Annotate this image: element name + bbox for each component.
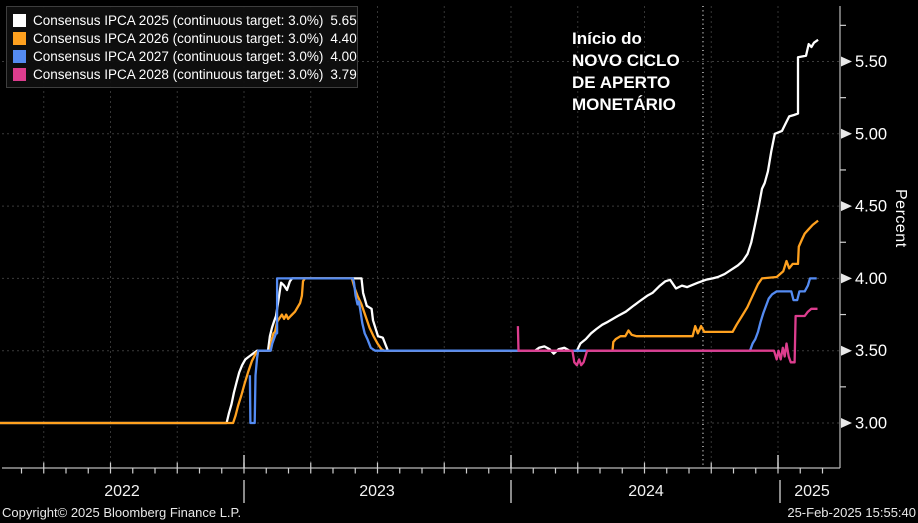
legend-label: Consensus IPCA 2026 (continuous target: …: [33, 30, 324, 46]
chart-annotation-tightening-cycle: Início do NOVO CICLO DE APERTO MONETÁRIO: [572, 29, 680, 114]
chart-timestamp: 25-Feb-2025 15:55:40: [787, 505, 916, 520]
legend-item-ipca-2025[interactable]: Consensus IPCA 2025 (continuous target: …: [13, 11, 357, 29]
legend-last-value: 5.65: [330, 12, 357, 28]
series-lines: [0, 38, 819, 425]
legend-item-ipca-2028[interactable]: Consensus IPCA 2028 (continuous target: …: [13, 65, 357, 83]
legend-label: Consensus IPCA 2027 (continuous target: …: [33, 48, 324, 64]
series-line-2026: [0, 219, 819, 425]
y-ticks: 3.00 3.50 4.00 4.50 5.00 5.50: [840, 24, 887, 433]
legend-item-ipca-2027[interactable]: Consensus IPCA 2027 (continuous target: …: [13, 47, 357, 65]
x-axis-year-2022: 2022: [104, 483, 140, 500]
legend-swatch-orange-icon: [13, 31, 26, 45]
year-separator: [243, 480, 245, 503]
y-tick-label: 3.00: [855, 415, 887, 433]
chart-legend: Consensus IPCA 2025 (continuous target: …: [6, 6, 358, 88]
y-tick-label: 3.50: [855, 342, 887, 360]
x-axis-year-2024: 2024: [628, 483, 664, 500]
y-tick-label: 4.00: [855, 270, 887, 288]
series-line-2025: [0, 38, 819, 425]
x-axis-year-2023: 2023: [359, 483, 395, 500]
legend-label: Consensus IPCA 2028 (continuous target: …: [33, 66, 324, 82]
legend-swatch-pink-icon: [13, 67, 26, 81]
legend-item-ipca-2026[interactable]: Consensus IPCA 2026 (continuous target: …: [13, 29, 357, 47]
legend-last-value: 3.79: [330, 66, 357, 82]
x-axis-year-2025: 2025: [794, 483, 830, 500]
year-separator: [779, 480, 781, 503]
y-tick-label: 5.50: [855, 53, 887, 71]
legend-last-value: 4.40: [330, 30, 357, 46]
y-axis-title: Percent: [892, 189, 909, 248]
axes: [2, 6, 841, 469]
series-line-2027: [248, 277, 817, 425]
series-line-2028: [516, 307, 818, 367]
legend-last-value: 4.00: [330, 48, 357, 64]
year-separator: [510, 480, 512, 503]
legend-swatch-blue-icon: [13, 49, 26, 63]
copyright-notice: Copyright© 2025 Bloomberg Finance L.P.: [2, 505, 242, 520]
y-tick-label: 5.00: [855, 125, 887, 143]
y-tick-label: 4.50: [855, 198, 887, 216]
legend-label: Consensus IPCA 2025 (continuous target: …: [33, 12, 324, 28]
legend-swatch-white-icon: [13, 13, 26, 27]
x-ticks: [20, 455, 824, 474]
